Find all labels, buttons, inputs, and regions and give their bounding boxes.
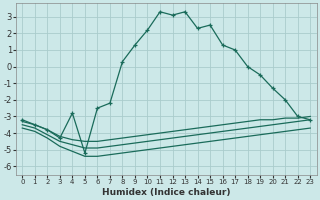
X-axis label: Humidex (Indice chaleur): Humidex (Indice chaleur) — [102, 188, 230, 197]
